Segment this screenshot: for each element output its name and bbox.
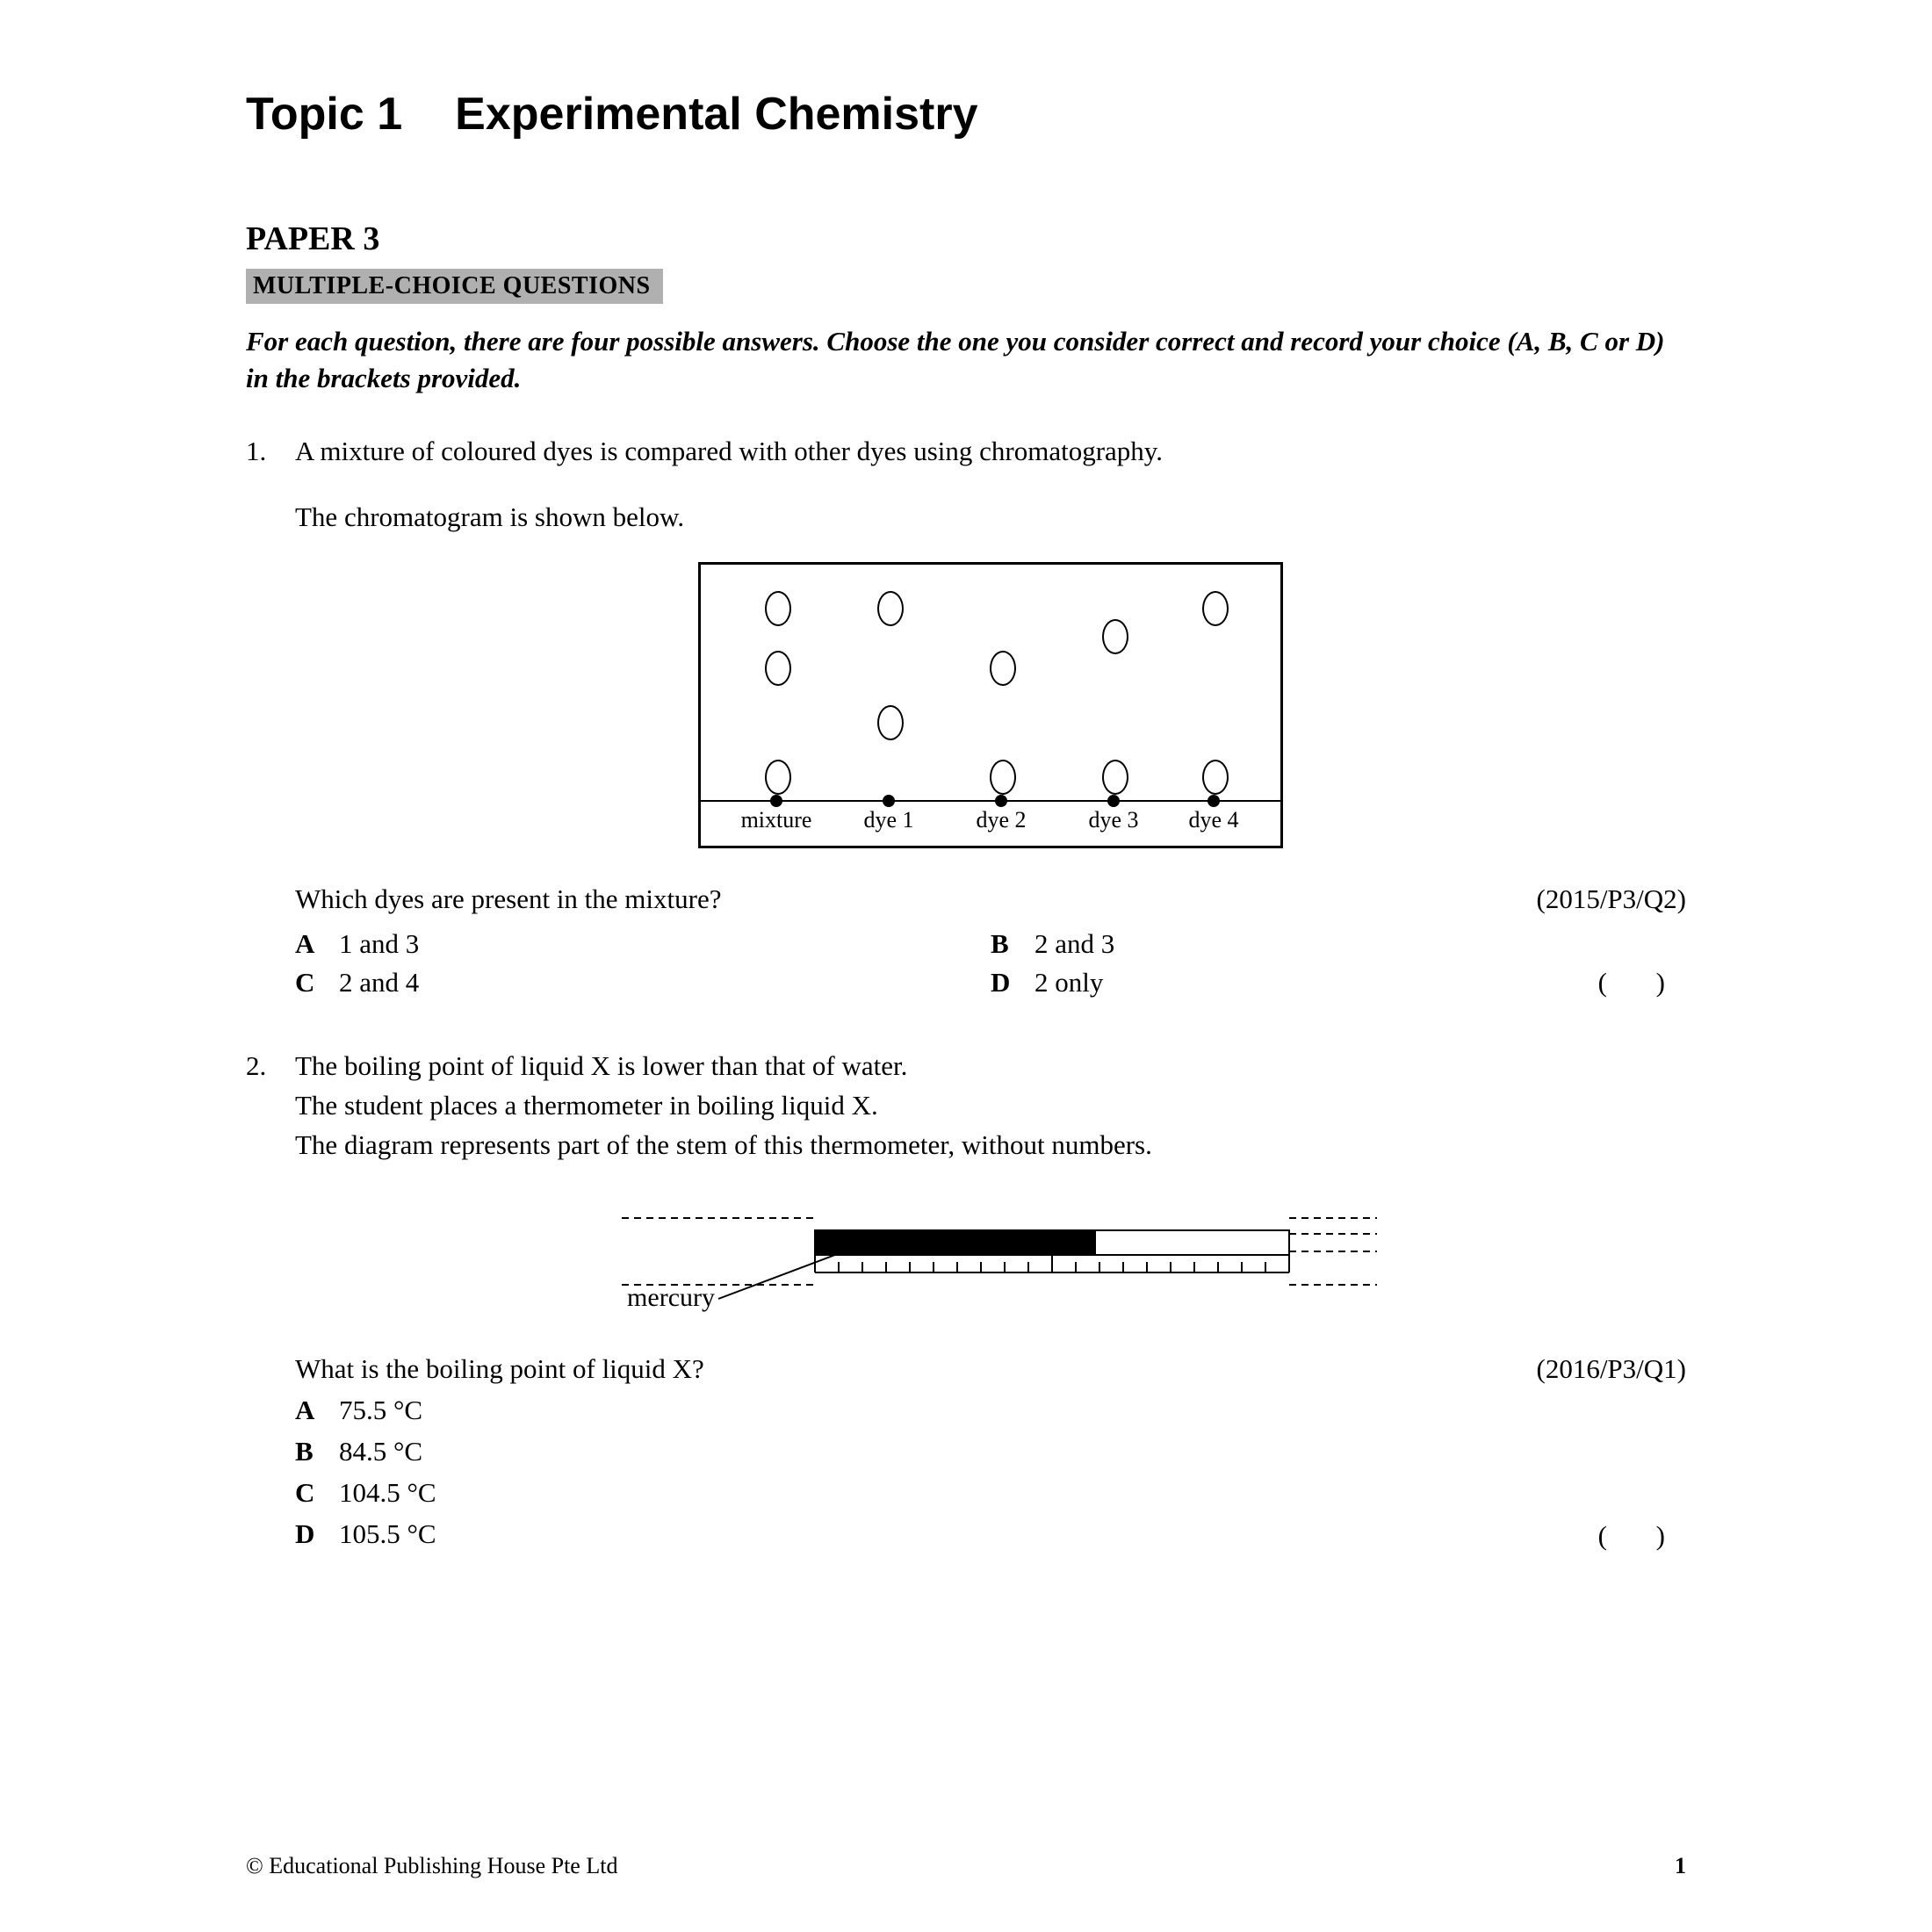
chromatogram-label: dye 1 <box>863 804 913 837</box>
option-text: 105.5 °C <box>339 1515 436 1554</box>
topic-title: Topic 1 Experimental Chemistry <box>246 88 1686 141</box>
option-b[interactable]: B 84.5 °C <box>295 1432 1686 1472</box>
page-number: 1 <box>1675 1853 1686 1879</box>
paper-heading: PAPER 3 <box>246 220 1686 258</box>
option-b[interactable]: B 2 and 3 <box>991 925 1686 964</box>
thermometer-diagram: mercury <box>604 1195 1377 1318</box>
chromatogram-label: dye 3 <box>1088 804 1138 837</box>
page-footer: © Educational Publishing House Pte Ltd 1 <box>246 1853 1686 1879</box>
copyright: © Educational Publishing House Pte Ltd <box>246 1853 617 1879</box>
chromatogram-label: dye 4 <box>1188 804 1238 837</box>
option-text: 75.5 °C <box>339 1391 422 1431</box>
option-letter: C <box>295 963 339 1003</box>
option-letter: D <box>295 1515 339 1554</box>
question-number: 2. <box>246 1047 295 1556</box>
option-letter: C <box>295 1474 339 1513</box>
question-number: 1. <box>246 432 295 1004</box>
chromatogram-spot <box>990 760 1016 795</box>
option-text: 2 only <box>1034 963 1103 1003</box>
question-stem-2: The chromatogram is shown below. <box>295 498 1686 537</box>
option-d[interactable]: D 2 only <box>991 963 1686 1003</box>
chromatogram-spot <box>1102 619 1128 654</box>
chromatogram-label: dye 2 <box>976 804 1026 837</box>
question-stem: The student places a thermometer in boil… <box>295 1086 1686 1126</box>
option-text: 84.5 °C <box>339 1432 422 1472</box>
question-1: 1. A mixture of coloured dyes is compare… <box>246 432 1686 1004</box>
instructions: For each question, there are four possib… <box>246 323 1686 397</box>
chromatogram-spot <box>877 705 904 740</box>
answer-bracket[interactable]: ( ) <box>1598 963 1686 1003</box>
chromatogram-label: mixture <box>741 804 812 837</box>
chromatogram-spot <box>1102 760 1128 795</box>
chromatogram-spot <box>765 760 791 795</box>
chromatogram-diagram: mixture dye 1 dye 2 dye 3 dye 4 <box>698 562 1283 848</box>
question-reference: (2015/P3/Q2) <box>1537 880 1687 919</box>
question-stem: A mixture of coloured dyes is compared w… <box>295 432 1686 472</box>
svg-text:mercury: mercury <box>627 1283 715 1312</box>
option-text: 2 and 3 <box>1034 925 1114 964</box>
option-c[interactable]: C 2 and 4 <box>295 963 991 1003</box>
chromatogram-spot <box>765 651 791 686</box>
option-letter: B <box>295 1432 339 1472</box>
chromatogram-spot <box>1202 591 1229 626</box>
option-letter: D <box>991 963 1034 1003</box>
sub-question: Which dyes are present in the mixture? <box>295 880 1686 919</box>
option-a[interactable]: A 1 and 3 <box>295 925 991 964</box>
option-a[interactable]: A 75.5 °C <box>295 1391 1686 1431</box>
question-2: 2. The boiling point of liquid X is lowe… <box>246 1047 1686 1556</box>
chromatogram-spot <box>877 591 904 626</box>
page: Topic 1 Experimental Chemistry PAPER 3 MU… <box>0 0 1932 1932</box>
sub-question: What is the boiling point of liquid X? <box>295 1350 1686 1389</box>
question-stem: The boiling point of liquid X is lower t… <box>295 1047 1686 1086</box>
option-letter: A <box>295 1391 339 1431</box>
option-text: 1 and 3 <box>339 925 419 964</box>
topic-label: Topic 1 <box>246 89 402 140</box>
option-d[interactable]: D 105.5 °C <box>295 1515 1686 1554</box>
option-text: 104.5 °C <box>339 1474 436 1513</box>
question-reference: (2016/P3/Q1) <box>1537 1350 1687 1389</box>
option-letter: A <box>295 925 339 964</box>
chromatogram-spot <box>990 651 1016 686</box>
option-c[interactable]: C 104.5 °C <box>295 1474 1686 1513</box>
section-bar: MULTIPLE-CHOICE QUESTIONS <box>246 269 663 304</box>
question-stem: The diagram represents part of the stem … <box>295 1126 1686 1165</box>
option-text: 2 and 4 <box>339 963 419 1003</box>
answer-bracket[interactable]: ( ) <box>1598 1517 1686 1556</box>
chromatogram-spot <box>1202 760 1229 795</box>
option-letter: B <box>991 925 1034 964</box>
chromatogram-spot <box>765 591 791 626</box>
topic-name: Experimental Chemistry <box>455 89 977 140</box>
chromatogram-baseline <box>701 800 1280 802</box>
